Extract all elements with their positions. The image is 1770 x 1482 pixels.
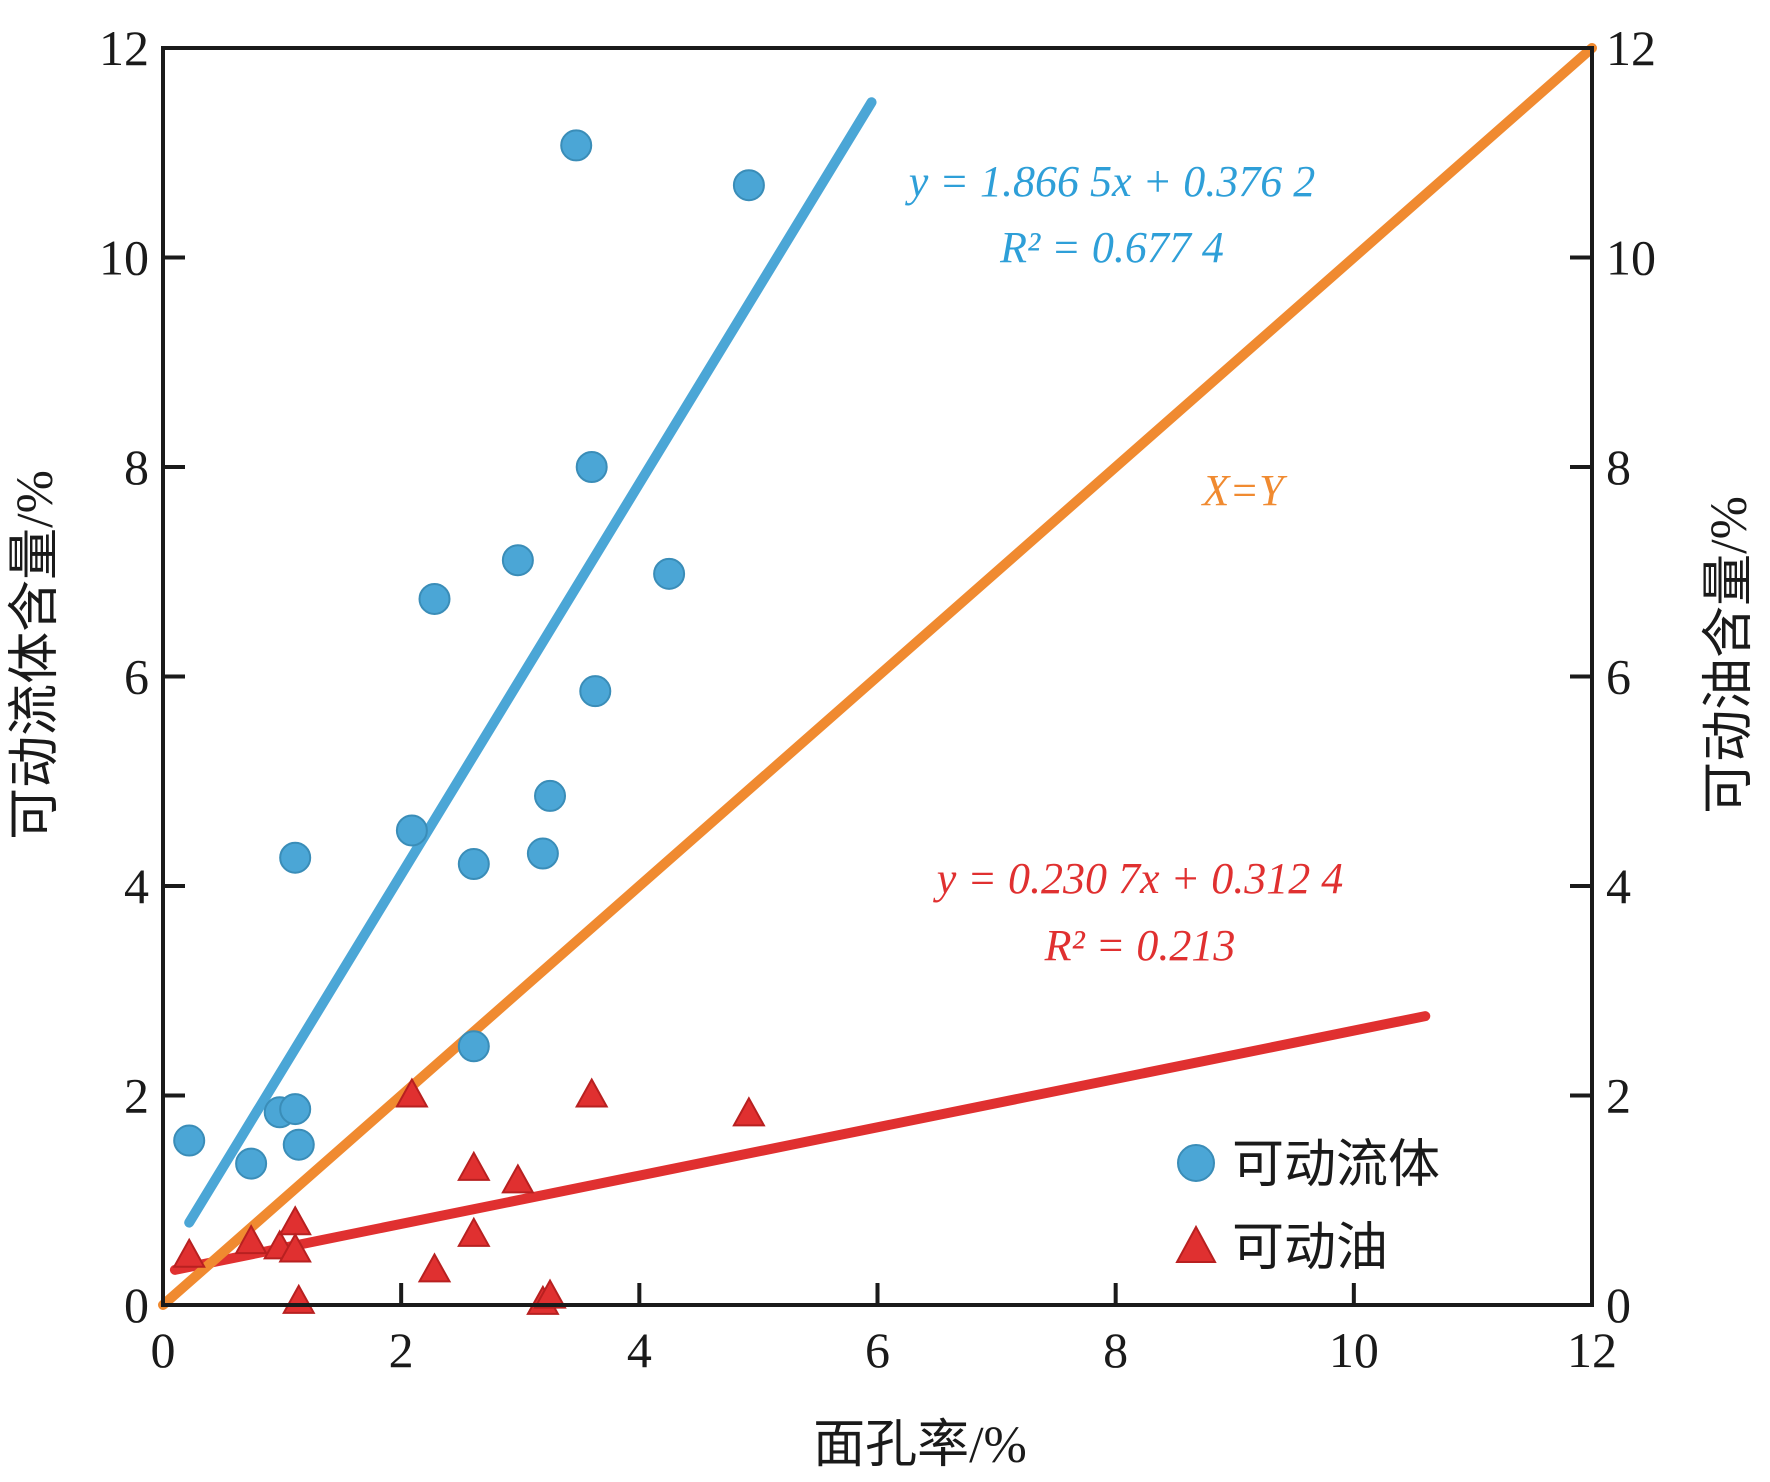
x-tick-label: 6 <box>865 1322 890 1378</box>
oil-point <box>533 1278 567 1309</box>
oil-point <box>282 1283 316 1314</box>
legend-circle-marker <box>1177 1144 1215 1182</box>
blue-fit-r2: R² = 0.677 4 <box>999 223 1224 272</box>
fluid-point <box>526 837 559 870</box>
fluid-point <box>501 544 534 577</box>
y-tick-label-right: 2 <box>1606 1068 1631 1124</box>
y-tick-label-left: 6 <box>124 649 149 705</box>
data-points <box>172 129 766 1315</box>
blue-fit-equation: y = 1.866 5x + 0.376 2 <box>905 157 1315 206</box>
oil-point <box>575 1077 609 1108</box>
fluid-point <box>457 848 490 881</box>
oil-point <box>457 1150 491 1181</box>
x-tick-label: 12 <box>1567 1322 1617 1378</box>
x-axis-title: 面孔率/% <box>813 1417 1027 1474</box>
fluid-point <box>279 1093 312 1126</box>
blue-fit-line <box>184 97 877 1228</box>
x-tick-label: 8 <box>1103 1322 1128 1378</box>
x-tick-label: 2 <box>389 1322 414 1378</box>
y-tick-label-left: 8 <box>124 439 149 495</box>
legend-label-fluid: 可动流体 <box>1232 1137 1440 1194</box>
red-fit-line <box>169 1011 1431 1275</box>
fluid-point <box>282 1128 315 1161</box>
oil-point <box>395 1077 429 1108</box>
y-tick-label-left: 10 <box>99 230 149 286</box>
y-tick-label-right: 0 <box>1606 1277 1631 1333</box>
fluid-point <box>395 814 428 847</box>
fluid-point <box>575 451 608 483</box>
red-fit-r2: R² = 0.213 <box>1044 921 1236 970</box>
oil-point <box>732 1096 766 1127</box>
x-tick-label: 10 <box>1329 1322 1379 1378</box>
fluid-point <box>732 169 765 202</box>
y-tick-label-right: 10 <box>1606 230 1656 286</box>
oil-point <box>172 1237 206 1268</box>
fluid-point <box>457 1030 490 1063</box>
fluid-point <box>579 675 612 708</box>
identity-line <box>158 43 1597 1310</box>
x-tick-label: 0 <box>151 1322 176 1378</box>
regression-lines <box>158 43 1597 1310</box>
fluid-point <box>653 557 686 590</box>
oil-point <box>417 1252 452 1283</box>
fluid-point <box>534 779 567 812</box>
fluid-point <box>279 841 312 874</box>
legend-label-oil: 可动油 <box>1232 1220 1388 1277</box>
y-tick-label-right: 6 <box>1606 649 1631 705</box>
red-fit-equation: y = 0.230 7x + 0.312 4 <box>933 854 1343 903</box>
y-tick-label-left: 12 <box>99 20 149 76</box>
oil-point <box>278 1205 312 1236</box>
oil-point <box>278 1232 312 1263</box>
oil-point <box>501 1163 535 1194</box>
fluid-point <box>560 129 593 162</box>
fluid-point <box>235 1147 268 1180</box>
y-tick-label-right: 4 <box>1606 858 1631 914</box>
x-tick-label: 4 <box>627 1322 652 1378</box>
y-tick-label-right: 8 <box>1606 439 1631 495</box>
y-axis-title-right: 可动油含量/% <box>1701 496 1758 814</box>
identity-line-label: X=Y <box>1200 466 1288 515</box>
legend: 可动流体 可动油 <box>1175 1137 1440 1277</box>
legend-triangle-marker <box>1175 1224 1217 1263</box>
y-tick-label-left: 2 <box>124 1068 149 1124</box>
y-tick-label-left: 4 <box>124 858 149 914</box>
fluid-point <box>418 582 451 615</box>
y-axis-title-left: 可动流体含量/% <box>7 470 64 840</box>
y-tick-label-right: 12 <box>1606 20 1656 76</box>
oil-point <box>457 1216 491 1247</box>
oil-point <box>234 1224 268 1255</box>
fluid-point <box>173 1124 206 1157</box>
y-tick-label-left: 0 <box>124 1277 149 1333</box>
